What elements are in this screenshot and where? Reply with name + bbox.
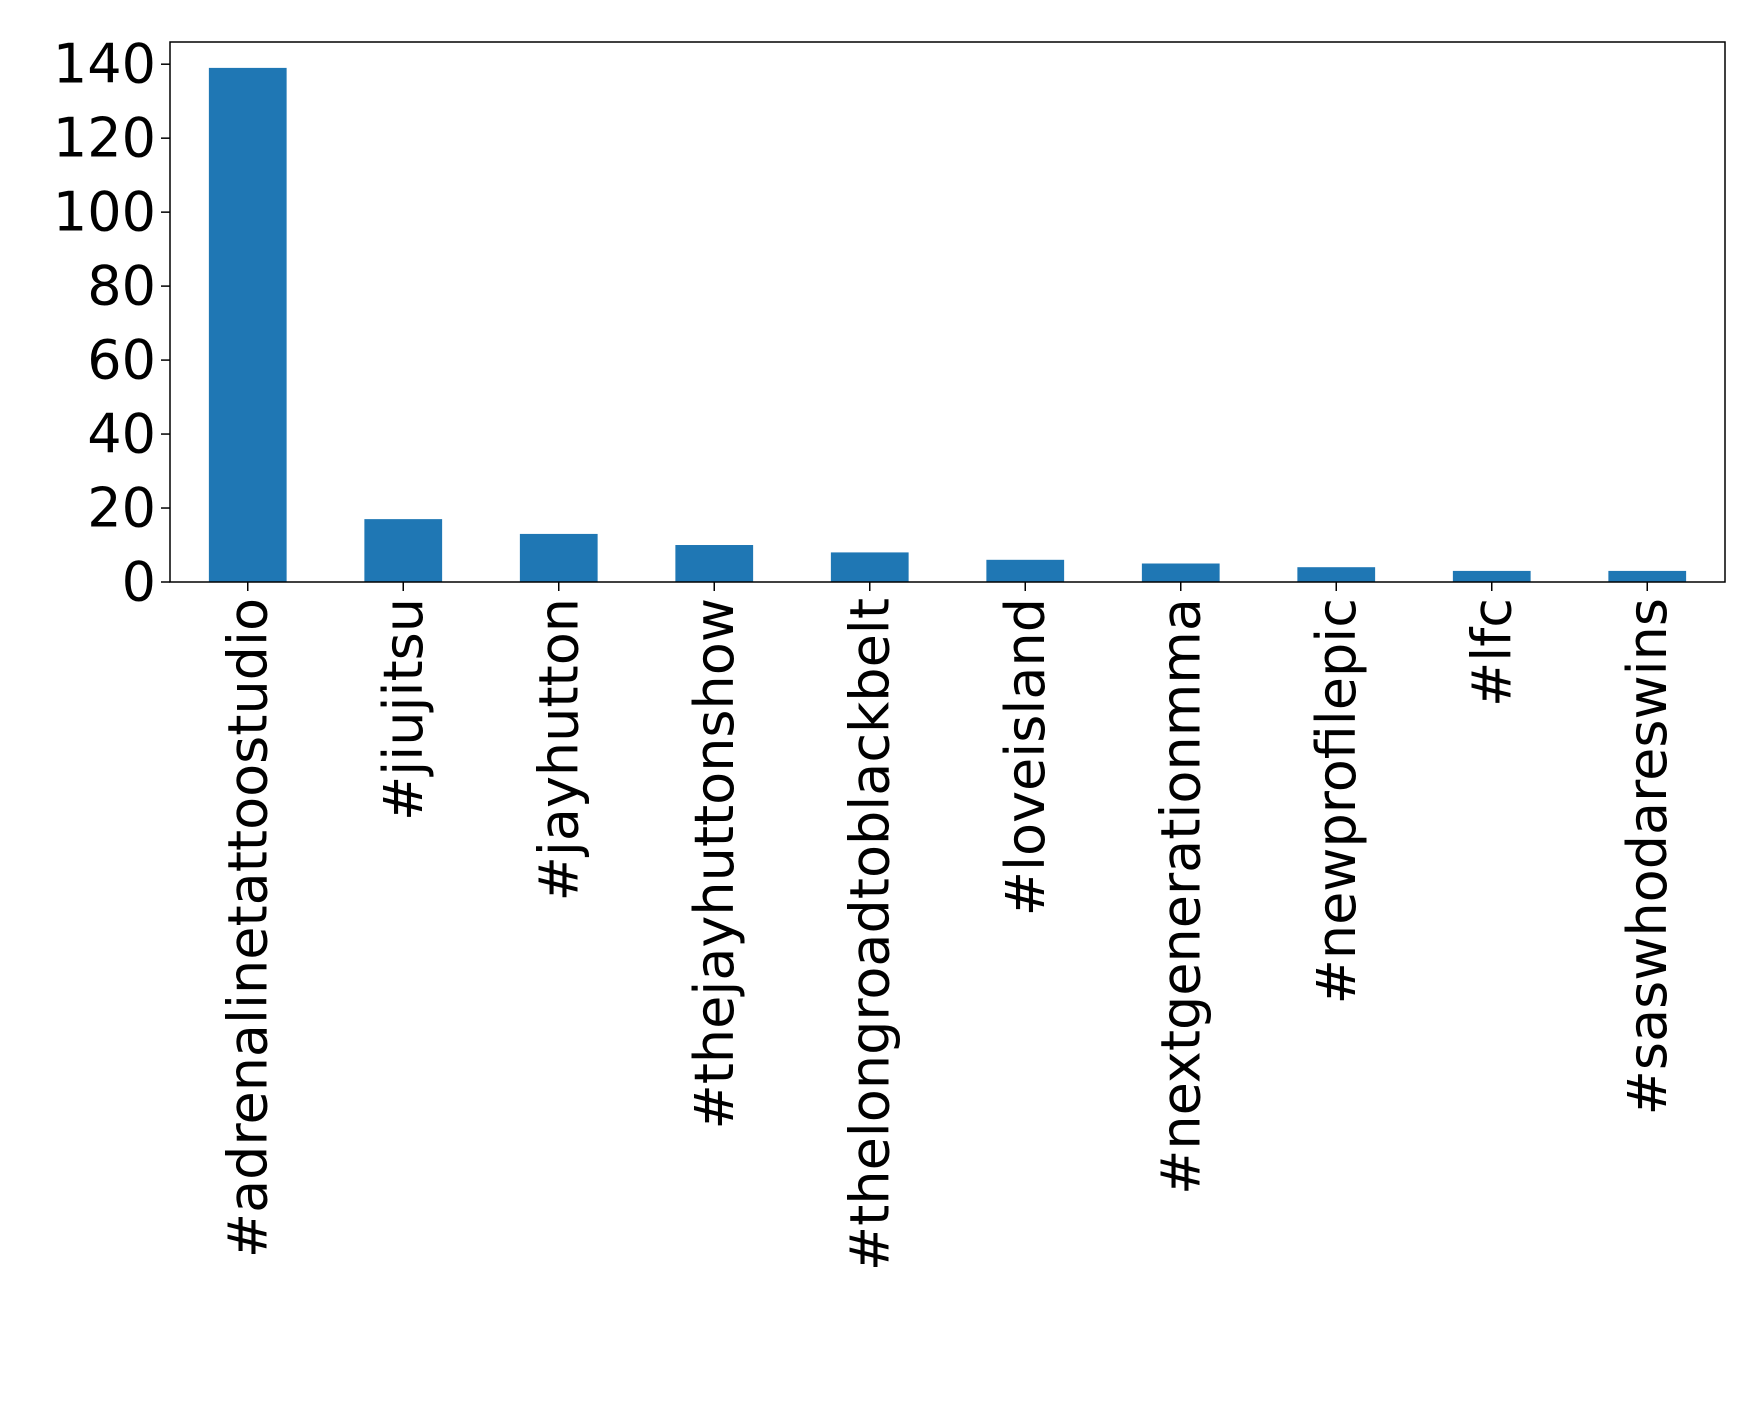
x-axis: #adrenalinetattoostudio #jiujitsu #jayhutt… — [216, 582, 1679, 1271]
plot-frame — [169, 41, 1726, 583]
y-tick-label: 140 — [53, 33, 156, 96]
x-tick-label: #lfc — [1460, 598, 1523, 707]
y-tick-label: 100 — [53, 181, 156, 244]
bar — [519, 533, 598, 582]
bar — [1297, 567, 1376, 582]
x-tick-label: #saswhodareswins — [1616, 598, 1679, 1115]
bar — [830, 552, 909, 582]
x-tick-label: #jiujitsu — [372, 598, 435, 821]
bar — [364, 519, 443, 582]
x-tick-label: #adrenalinetattoostudio — [216, 598, 279, 1258]
x-tick-label: #thelongroadtoblackbelt — [838, 598, 901, 1271]
y-tick-label: 120 — [53, 107, 156, 170]
y-tick-label: 60 — [87, 329, 156, 392]
y-tick-label: 0 — [122, 551, 156, 614]
x-tick-label: #thejayhuttonshow — [683, 598, 746, 1130]
bar — [1608, 570, 1687, 582]
x-tick-label: #nextgenerationmma — [1149, 598, 1212, 1195]
bar — [1141, 563, 1220, 582]
x-tick-label: #jayhutton — [527, 598, 590, 901]
bar — [1452, 570, 1531, 582]
x-tick-label: #newprofilepic — [1305, 598, 1368, 1004]
bar — [208, 67, 287, 583]
y-tick-label: 40 — [87, 403, 156, 466]
y-axis: 0 20 40 60 80 100 120 140 — [53, 33, 170, 614]
bar — [986, 559, 1065, 582]
y-tick-label: 80 — [87, 255, 156, 318]
y-tick-label: 20 — [87, 477, 156, 540]
bar — [675, 545, 754, 582]
bars-group — [208, 67, 1687, 583]
x-tick-label: #loveisland — [994, 598, 1057, 916]
